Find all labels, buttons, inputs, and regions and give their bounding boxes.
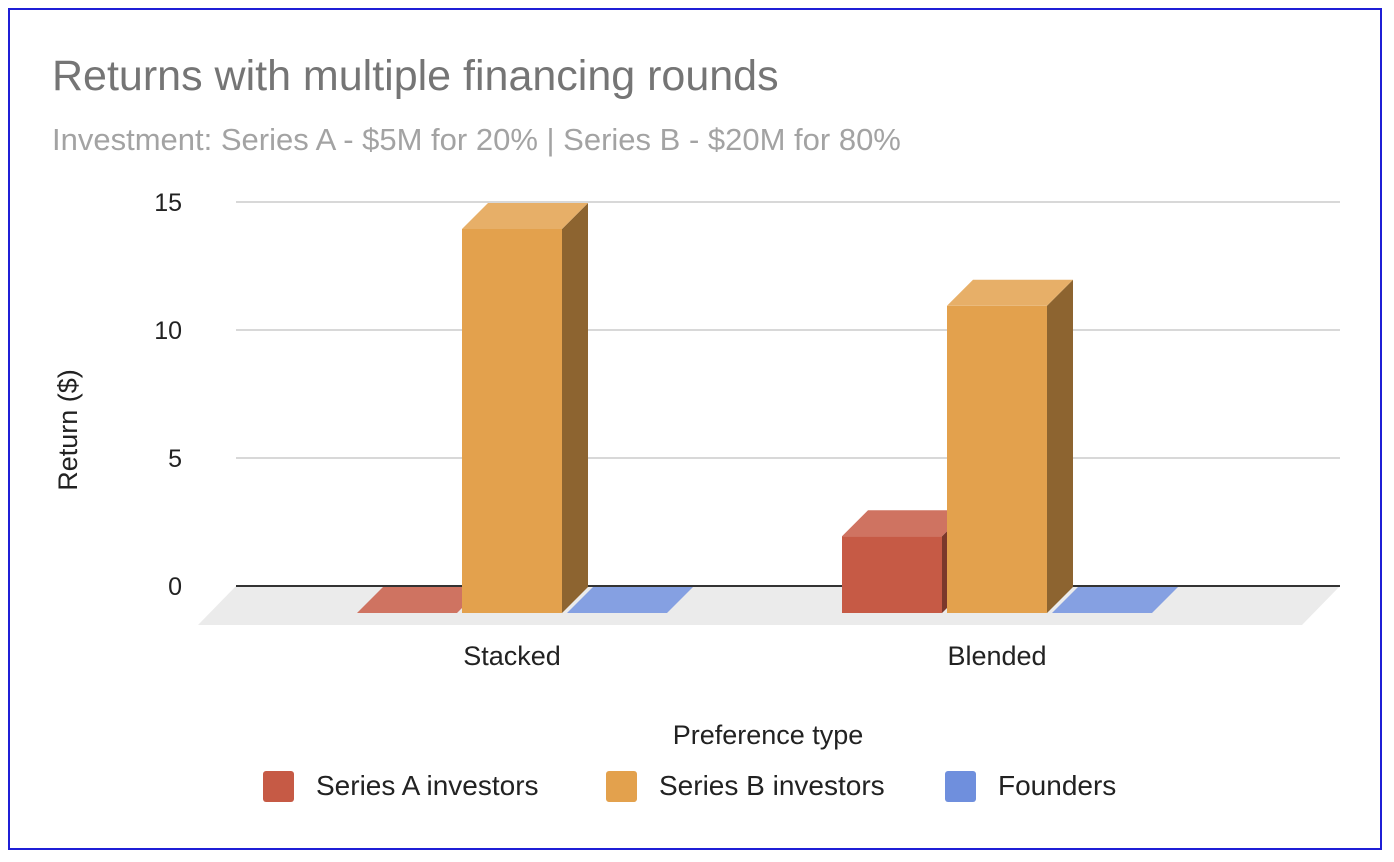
bar — [462, 203, 588, 613]
bar-side — [1047, 279, 1073, 613]
legend-item: Founders — [945, 770, 1116, 802]
y-tick-label: 0 — [168, 573, 182, 601]
legend-item: Series B investors — [606, 770, 885, 802]
chart-title: Returns with multiple financing rounds — [52, 52, 779, 100]
bar-top — [357, 587, 483, 613]
chart-legend: Series A investors Series B investors Foun… — [0, 770, 1394, 816]
bar-front — [947, 305, 1047, 613]
legend-label: Series B investors — [659, 770, 885, 801]
bar-front — [462, 229, 562, 613]
y-axis-title: Return ($) — [53, 369, 83, 491]
bar — [1052, 587, 1178, 613]
y-tick-label: 15 — [154, 189, 182, 217]
legend-label: Series A investors — [316, 770, 539, 801]
y-tick-label: 10 — [154, 317, 182, 345]
bar-side — [562, 203, 588, 613]
x-category-label: Blended — [947, 641, 1046, 671]
bar-top — [947, 279, 1073, 306]
y-tick-label: 5 — [168, 445, 182, 473]
x-axis-title: Preference type — [673, 720, 864, 750]
bar — [567, 587, 693, 613]
legend-swatch — [606, 770, 637, 802]
bar — [357, 587, 483, 613]
legend-swatch — [945, 770, 976, 802]
chart-frame — [8, 8, 1382, 850]
bar-top — [567, 587, 693, 613]
bar — [947, 279, 1073, 613]
bar-top — [462, 203, 588, 229]
bar-top — [842, 510, 968, 537]
x-category-label: Stacked — [463, 641, 561, 671]
bar-front — [842, 536, 942, 613]
bar-top — [1052, 587, 1178, 613]
legend-swatch — [263, 770, 294, 802]
legend-item: Series A investors — [263, 770, 539, 802]
chart-subtitle: Investment: Series A - $5M for 20% | Ser… — [52, 122, 901, 157]
legend-label: Founders — [998, 770, 1117, 801]
